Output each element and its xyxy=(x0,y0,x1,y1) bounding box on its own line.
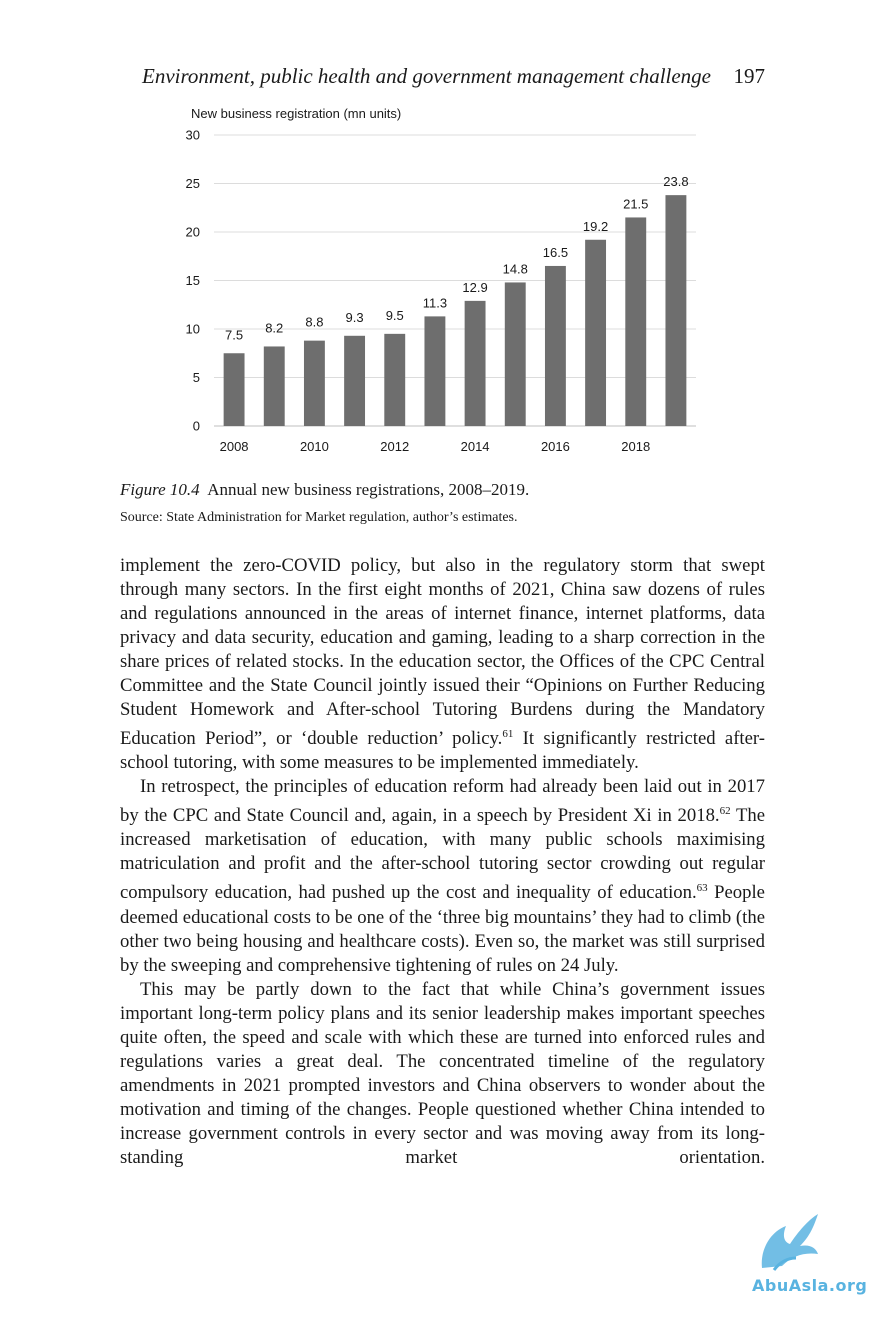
bar-2018 xyxy=(625,217,647,426)
data-label: 11.3 xyxy=(423,295,447,310)
paragraph-1-text: implement the zero-COVID policy, but als… xyxy=(120,555,765,750)
paragraph-1: implement the zero-COVID policy, but als… xyxy=(120,554,765,775)
data-label: 7.5 xyxy=(225,327,243,342)
y-tick-label: 25 xyxy=(186,176,200,191)
bar-2019 xyxy=(665,195,687,426)
bar-2011 xyxy=(344,335,366,426)
bar-2017 xyxy=(585,239,607,426)
data-label: 21.5 xyxy=(623,196,648,211)
running-head-title: Environment, public health and governmen… xyxy=(142,64,711,88)
x-tick-label: 2010 xyxy=(300,439,329,454)
data-label: 9.3 xyxy=(346,310,364,325)
paragraph-3: This may be partly down to the fact that… xyxy=(120,978,765,1168)
watermark-text: AbuAsla.org xyxy=(752,1276,868,1295)
x-tick-label: 2018 xyxy=(621,439,650,454)
paragraph-1-end: It significantly restricted after-school… xyxy=(120,728,765,774)
bar-2016 xyxy=(544,265,566,426)
paragraph-2-text-a: In retrospect, the principles of educati… xyxy=(120,776,765,827)
body-text: implement the zero-COVID policy, but als… xyxy=(120,554,765,1170)
bird-logo-icon xyxy=(761,1214,818,1271)
data-label: 23.8 xyxy=(663,174,688,189)
watermark: AbuAsla.org xyxy=(748,1210,885,1314)
data-label: 19.2 xyxy=(583,219,608,234)
paragraph-2-text-c: People deemed educational costs to be on… xyxy=(120,882,765,976)
y-tick-label: 5 xyxy=(193,370,200,385)
bar-2009 xyxy=(263,346,285,426)
y-tick-label: 30 xyxy=(186,128,200,143)
y-tick-label: 0 xyxy=(193,419,200,434)
data-label: 14.8 xyxy=(503,261,528,276)
footnote-ref-61: 61 xyxy=(502,728,514,740)
bar-2014 xyxy=(464,300,486,426)
bar-2015 xyxy=(504,282,526,426)
running-head: Environment, public health and governmen… xyxy=(120,64,765,92)
data-label: 12.9 xyxy=(462,280,487,295)
x-tick-label: 2014 xyxy=(461,439,490,454)
footnote-ref-63: 63 xyxy=(696,882,708,895)
x-tick-label: 2016 xyxy=(541,439,570,454)
paragraph-2: In retrospect, the principles of educati… xyxy=(120,775,765,977)
data-label: 16.5 xyxy=(543,245,568,260)
figure-source: Source: State Administration for Market … xyxy=(120,510,518,525)
y-tick-label: 15 xyxy=(186,273,200,288)
figure-label: Figure 10.4 xyxy=(120,480,200,499)
y-tick-label: 10 xyxy=(186,322,200,337)
paragraph-2-text-b: The increased marketisation of education… xyxy=(120,805,765,904)
bar-chart: New business registration (mn units) 0 5 1… xyxy=(186,106,696,454)
bar-2008 xyxy=(223,353,245,426)
page-number: 197 xyxy=(733,64,766,88)
figure-caption: Figure 10.4 Annual new business registra… xyxy=(120,480,765,500)
data-label: 8.8 xyxy=(305,315,323,330)
x-tick-label: 2008 xyxy=(220,439,249,454)
chart-title: New business registration (mn units) xyxy=(191,106,401,121)
figure-caption-text: Annual new business registrations, 2008–… xyxy=(207,480,530,499)
bar-2010 xyxy=(303,340,325,426)
x-tick-label: 2012 xyxy=(380,439,409,454)
bar-2012 xyxy=(384,333,406,426)
bar-2013 xyxy=(424,316,446,426)
footnote-ref-62: 62 xyxy=(719,805,731,818)
data-label: 8.2 xyxy=(265,320,283,335)
y-tick-label: 20 xyxy=(186,225,200,240)
data-label: 9.5 xyxy=(386,308,404,323)
